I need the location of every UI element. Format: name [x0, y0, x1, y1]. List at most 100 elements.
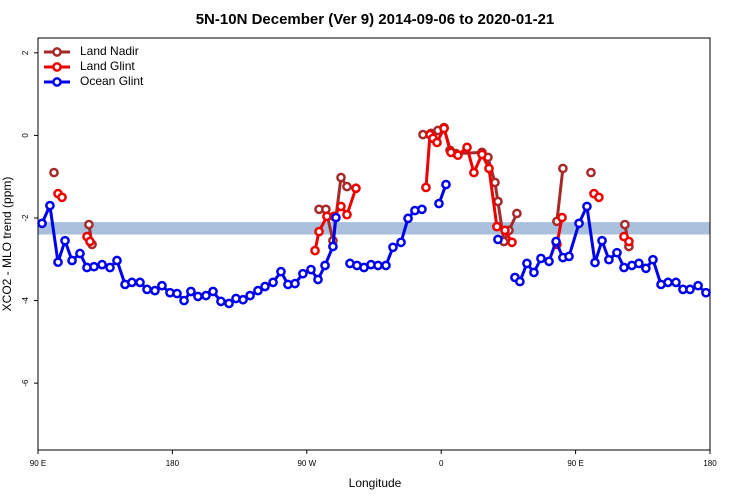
data-point — [172, 288, 182, 299]
data-point — [586, 167, 596, 178]
data-point — [551, 236, 561, 247]
legend-marker — [52, 77, 62, 87]
data-point — [522, 258, 532, 269]
y-tick-label: -4 — [21, 296, 30, 304]
data-point — [49, 167, 59, 178]
y-tick-label: 0 — [21, 133, 30, 138]
x-tick-label: 90 W — [297, 459, 316, 468]
data-point — [89, 261, 99, 272]
data-point — [179, 295, 189, 306]
data-point — [105, 262, 115, 273]
data-point — [157, 280, 167, 291]
data-point — [512, 208, 522, 219]
x-axis-label: Longitude — [349, 476, 402, 490]
data-point — [112, 255, 122, 266]
legend-label: Land Glint — [80, 59, 135, 73]
data-point — [135, 277, 145, 288]
data-point — [574, 218, 584, 229]
data-point — [276, 266, 286, 277]
data-point — [208, 286, 218, 297]
data-point — [493, 234, 503, 245]
data-point — [328, 241, 338, 252]
legend-marker — [52, 62, 62, 72]
data-point — [336, 201, 346, 212]
data-point — [434, 198, 444, 209]
data-point — [306, 264, 316, 275]
data-point — [612, 247, 622, 258]
data-point — [441, 179, 451, 190]
data-point — [60, 235, 70, 246]
data-point — [492, 221, 502, 232]
data-point — [314, 226, 324, 237]
data-point — [557, 212, 567, 223]
data-point — [290, 278, 300, 289]
data-point — [53, 257, 63, 268]
y-tick-label: -6 — [21, 379, 30, 387]
data-point — [421, 182, 431, 193]
data-point — [619, 262, 629, 273]
data-point — [45, 200, 55, 211]
x-tick-label: 180 — [703, 459, 717, 468]
y-tick-label: -2 — [21, 214, 30, 222]
data-point — [469, 167, 479, 178]
data-point — [142, 284, 152, 295]
data-point — [624, 236, 634, 247]
data-point — [85, 236, 95, 247]
data-point — [351, 183, 361, 194]
data-point — [558, 163, 568, 174]
data-point — [298, 268, 308, 279]
data-point — [477, 149, 487, 160]
data-point — [216, 296, 226, 307]
legend-label: Ocean Glint — [80, 74, 144, 88]
data-point — [201, 290, 211, 301]
data-point — [594, 192, 604, 203]
data-point — [417, 204, 427, 215]
data-point — [245, 290, 255, 301]
data-point — [331, 212, 341, 223]
data-point — [396, 237, 406, 248]
data-point — [186, 286, 196, 297]
data-point — [336, 172, 346, 183]
reference-band — [38, 222, 710, 235]
data-point — [224, 298, 234, 309]
data-point — [663, 277, 673, 288]
data-point — [75, 248, 85, 259]
legend-marker — [52, 47, 62, 57]
data-point — [701, 287, 711, 298]
data-point — [671, 277, 681, 288]
data-point — [127, 277, 137, 288]
data-point — [313, 274, 323, 285]
data-point — [432, 137, 442, 148]
chart-title: 5N-10N December (Ver 9) 2014-09-06 to 20… — [196, 11, 555, 28]
data-point — [634, 258, 644, 269]
x-tick-label: 0 — [439, 459, 444, 468]
legend-label: Land Nadir — [80, 44, 139, 58]
data-point — [373, 260, 383, 271]
x-tick-label: 180 — [166, 459, 180, 468]
data-point — [253, 285, 263, 296]
data-point — [500, 225, 510, 236]
data-point — [529, 267, 539, 278]
data-point — [193, 291, 203, 302]
data-point — [604, 254, 614, 265]
data-point — [590, 257, 600, 268]
data-point — [342, 181, 352, 192]
data-point — [67, 255, 77, 266]
data-point — [544, 256, 554, 267]
data-point — [97, 259, 107, 270]
data-point — [507, 237, 517, 248]
data-point — [641, 263, 651, 274]
data-point — [37, 218, 47, 229]
data-point — [57, 192, 67, 203]
data-point — [388, 242, 398, 253]
data-point — [150, 285, 160, 296]
data-point — [403, 213, 413, 224]
x-tick-label: 90 E — [30, 459, 46, 468]
data-point — [564, 251, 574, 262]
data-point — [310, 245, 320, 256]
data-point — [268, 277, 278, 288]
data-point — [493, 196, 503, 207]
data-point — [462, 142, 472, 153]
data-point — [320, 260, 330, 271]
data-point — [439, 123, 449, 134]
